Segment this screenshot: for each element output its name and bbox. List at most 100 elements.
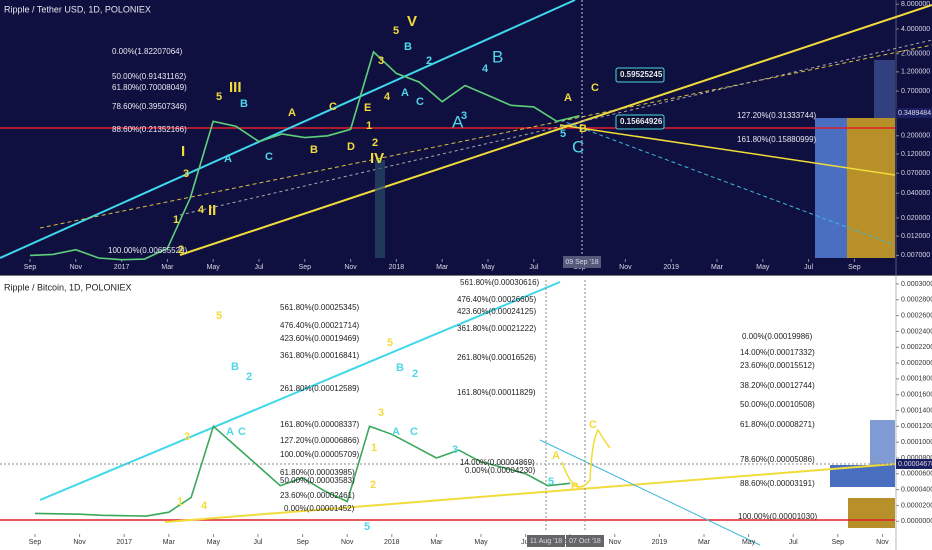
annotation: 2 (246, 371, 252, 383)
annotation: IV (370, 150, 384, 167)
annotation: C (329, 101, 337, 113)
annotation: III (229, 79, 242, 96)
x-tick-label: May (207, 539, 221, 546)
annotation: I (181, 143, 185, 160)
annotation: 4 (482, 63, 489, 75)
bottom-pane-bg (0, 276, 932, 550)
x-tick-label: Jul (521, 539, 530, 546)
annotation: 261.80%(0.00016526) (457, 353, 537, 362)
annotation: 261.80%(0.00012589) (280, 384, 360, 393)
annotation: D (347, 141, 355, 153)
y-tick-label: 0.007000 (901, 252, 930, 259)
last-price-box (896, 459, 932, 469)
top-pane-bg (0, 0, 932, 275)
annotation: A (452, 112, 464, 131)
annotation: 5 (548, 476, 554, 488)
price-box-label: 0.15664926 (620, 117, 663, 126)
x-tick-label: Mar (436, 264, 449, 271)
annotation: 100.00%(0.00005709) (280, 450, 360, 459)
annotation: 2 (412, 368, 418, 380)
annotation: 423.60%(0.00024125) (457, 307, 537, 316)
x-tick-label: 2018 (384, 539, 400, 546)
annotation: 2 (178, 244, 184, 256)
trend-line (179, 4, 932, 256)
annotation: V (407, 13, 417, 30)
annotation: 5 (364, 521, 370, 533)
chart-title: Ripple / Bitcoin, 1D, POLONIEX (4, 282, 132, 292)
y-tick-label: 4.000000 (901, 26, 930, 33)
last-price-label: 0.3489484 (898, 110, 931, 117)
x-tick-label: Mar (430, 539, 443, 546)
annotation: A (552, 450, 560, 462)
annotation: B (404, 41, 412, 53)
annotation: 5 (560, 128, 566, 140)
x-tick-label: Nov (344, 264, 357, 271)
y-tick-label: 0.00028000 (901, 297, 932, 304)
x-tick-label: Sep (29, 539, 42, 546)
annotation: 61.80%(0.70008049) (112, 83, 187, 92)
annotation: 561.80%(0.00030616) (460, 278, 540, 287)
annotation: 361.80%(0.00016841) (280, 351, 360, 360)
volume-profile (870, 420, 895, 465)
annotation: A (226, 426, 234, 438)
trend-line (179, 39, 932, 216)
annotation: 88.60%(0.00003191) (740, 479, 815, 488)
volume-profile (874, 60, 895, 118)
x-tick-label: May (756, 264, 770, 271)
annotation: 561.80%(0.00025345) (280, 303, 360, 312)
annotation: 161.80%(0.00011829) (457, 388, 536, 397)
x-tick-label: Mar (161, 264, 174, 271)
y-tick-label: 8.000000 (901, 1, 930, 8)
annotation: 127.20%(0.31333744) (737, 111, 817, 120)
x-tick-label: Sep (832, 539, 845, 546)
annotation: 5 (393, 25, 399, 37)
volume-profile (815, 118, 847, 258)
annotation: 2 (370, 479, 376, 491)
annotation: 38.20%(0.00012744) (740, 381, 815, 390)
price-line (34, 424, 571, 517)
price-box-label: 0.59525245 (620, 70, 663, 79)
y-tick-label: 0.00008000 (901, 455, 932, 462)
x-tick-label: May (481, 264, 495, 271)
annotation: 476.40%(0.00026605) (457, 295, 537, 304)
annotation: 2 (372, 137, 378, 149)
annotation: 88.60%(0.21352166) (112, 125, 187, 134)
annotation: A (401, 87, 409, 99)
annotation: 0.00%(0.00004230) (465, 466, 536, 475)
annotation: 50.00%(0.00003583) (280, 476, 355, 485)
trend-line (164, 463, 896, 523)
annotation: 14.00%(0.00017332) (740, 348, 815, 357)
x-tick-label: Nov (70, 264, 83, 271)
x-tick-label: Mar (698, 539, 711, 546)
annotation: 78.60%(0.39507346) (112, 102, 187, 111)
volume-profile (830, 465, 895, 487)
annotation: 0.00%(0.00019986) (742, 332, 813, 341)
y-tick-label: 0.00002000 (901, 502, 932, 509)
annotation: 161.80%(0.15880999) (737, 135, 817, 144)
annotation: C (238, 426, 246, 438)
annotation: 3 (184, 431, 190, 443)
annotation: B (240, 98, 248, 110)
date-box (527, 535, 565, 547)
x-tick-label: 2018 (389, 264, 405, 271)
x-tick-label: Jul (789, 539, 798, 546)
annotation: 3 (461, 110, 467, 122)
annotation: 5 (216, 310, 222, 322)
x-tick-label: Mar (163, 539, 176, 546)
annotation: II (208, 202, 216, 219)
annotation: 1 (366, 120, 372, 132)
annotation: 361.80%(0.00021222) (457, 324, 537, 333)
annotation: 127.20%(0.00006866) (280, 436, 360, 445)
annotation: 3 (378, 55, 384, 67)
x-tick-label: Nov (619, 264, 632, 271)
trend-line (39, 44, 932, 229)
annotation: 4 (201, 500, 208, 512)
last-price-label: 0.00004678 (898, 461, 932, 468)
x-tick-label: 2017 (114, 264, 130, 271)
trend-line (0, 0, 576, 259)
y-tick-label: 0.00004000 (901, 486, 932, 493)
trend-line (559, 119, 896, 246)
annotation: C (410, 426, 418, 438)
price-line (29, 50, 580, 261)
annotation: 5 (387, 337, 393, 349)
